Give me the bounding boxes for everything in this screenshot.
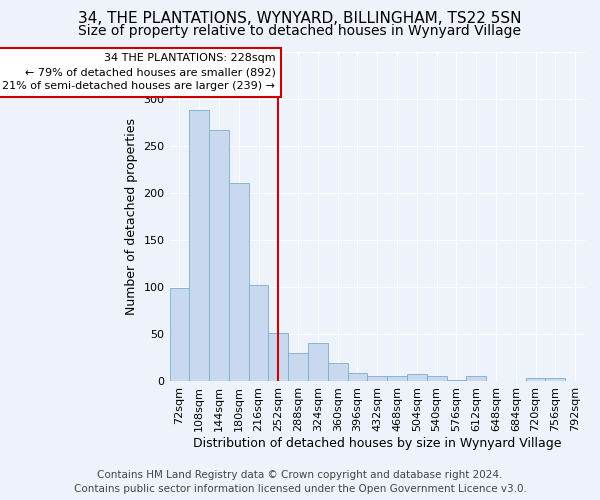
Bar bbox=[209, 130, 229, 382]
Y-axis label: Number of detached properties: Number of detached properties bbox=[125, 118, 138, 315]
X-axis label: Distribution of detached houses by size in Wynyard Village: Distribution of detached houses by size … bbox=[193, 437, 562, 450]
Bar bbox=[486, 380, 506, 382]
Bar bbox=[288, 353, 308, 382]
Bar bbox=[387, 376, 407, 382]
Text: 34 THE PLANTATIONS: 228sqm
← 79% of detached houses are smaller (892)
21% of sem: 34 THE PLANTATIONS: 228sqm ← 79% of deta… bbox=[2, 54, 275, 92]
Bar bbox=[446, 380, 466, 382]
Bar bbox=[229, 182, 248, 382]
Bar bbox=[328, 362, 347, 382]
Bar bbox=[427, 376, 446, 382]
Bar bbox=[248, 286, 268, 382]
Text: 34, THE PLANTATIONS, WYNYARD, BILLINGHAM, TS22 5SN: 34, THE PLANTATIONS, WYNYARD, BILLINGHAM… bbox=[78, 11, 522, 26]
Bar bbox=[268, 334, 288, 382]
Bar bbox=[526, 378, 545, 382]
Bar bbox=[308, 343, 328, 382]
Bar bbox=[407, 374, 427, 382]
Text: Size of property relative to detached houses in Wynyard Village: Size of property relative to detached ho… bbox=[79, 24, 521, 38]
Bar bbox=[545, 378, 565, 382]
Bar bbox=[347, 373, 367, 382]
Bar bbox=[170, 288, 190, 382]
Bar bbox=[466, 376, 486, 382]
Bar bbox=[367, 376, 387, 382]
Text: Contains HM Land Registry data © Crown copyright and database right 2024.
Contai: Contains HM Land Registry data © Crown c… bbox=[74, 470, 526, 494]
Bar bbox=[506, 380, 526, 382]
Bar bbox=[190, 110, 209, 382]
